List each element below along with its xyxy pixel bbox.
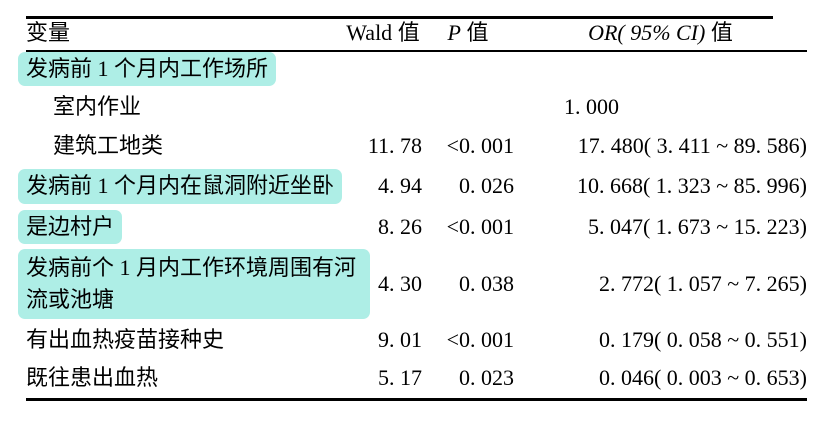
cell-variable: 发病前 1 个月内在鼠洞附近坐卧 — [18, 166, 344, 207]
cell-p: <0. 001 — [446, 132, 514, 158]
cell-or — [514, 50, 807, 88]
cell-or: 1. 000 — [564, 93, 619, 119]
col-header-variable-label: 变量 — [26, 20, 71, 46]
cell-p: <0. 001 — [446, 213, 514, 239]
cell-p: 0. 026 — [459, 173, 514, 199]
cell-variable: 建筑工地类 — [26, 126, 344, 166]
cell-p: <0. 001 — [446, 327, 514, 353]
cell-or: 17. 480( 3. 411 ~ 89. 586) — [577, 132, 807, 158]
or-cn: 值 — [710, 20, 733, 46]
highlighted-variable: 发病前个 1 月内工作环境周围有河流或池塘 — [18, 249, 370, 319]
table-row: 建筑工地类 11. 78 <0. 001 17. 480( 3. 411 ~ 8… — [26, 126, 807, 166]
cell-variable: 是边村户 — [18, 207, 344, 247]
table-row: 室内作业 1. 000 — [26, 88, 807, 126]
cell-p — [422, 50, 514, 88]
table-top-rule — [26, 16, 773, 19]
cell-wald: 9. 01 — [378, 327, 422, 353]
wald-latin: Wald — [346, 20, 393, 46]
wald-cn: 值 — [397, 20, 420, 46]
col-header-variable: 变量 — [26, 17, 344, 50]
cell-or: 2. 772( 1. 057 ~ 7. 265) — [598, 270, 807, 296]
table-bottom-rule — [26, 398, 807, 401]
cell-wald — [344, 50, 422, 88]
cell-or: 0. 046( 0. 003 ~ 0. 653) — [598, 364, 807, 390]
cell-wald — [344, 88, 422, 126]
cell-p: 0. 023 — [459, 364, 514, 390]
table-header-rule — [26, 50, 807, 52]
cell-variable: 有出血热疫苗接种史 — [26, 321, 344, 360]
or-latin: OR( 95% CI) — [588, 20, 706, 46]
variable-label: 有出血热疫苗接种史 — [26, 327, 225, 353]
cell-wald: 5. 17 — [378, 364, 422, 390]
variable-label: 既往患出血热 — [26, 364, 159, 390]
cell-or: 10. 668( 1. 323 ~ 85. 996) — [576, 173, 807, 199]
logistic-regression-table: 变量 Wald 值 P 值 OR( 95% CI) 值 发病前 1 个月内工作场… — [18, 17, 807, 396]
cell-variable: 发病前 1 个月内工作场所 — [18, 50, 344, 88]
p-cn: 值 — [466, 20, 489, 46]
cell-or: 5. 047( 1. 673 ~ 15. 223) — [587, 213, 807, 239]
highlighted-variable: 发病前 1 个月内工作场所 — [18, 51, 277, 87]
table-row: 是边村户 8. 26 <0. 001 5. 047( 1. 673 ~ 15. … — [18, 207, 807, 247]
cell-or: 0. 179( 0. 058 ~ 0. 551) — [598, 327, 807, 353]
cell-wald: 4. 30 — [378, 270, 422, 296]
table-header-row: 变量 Wald 值 P 值 OR( 95% CI) 值 — [26, 17, 807, 50]
table-row: 发病前 1 个月内工作场所 — [18, 50, 807, 88]
cell-variable: 发病前个 1 月内工作环境周围有河流或池塘 — [18, 247, 370, 321]
table-row: 发病前 1 个月内在鼠洞附近坐卧 4. 94 0. 026 10. 668( 1… — [18, 166, 807, 207]
table-row: 发病前个 1 月内工作环境周围有河流或池塘 4. 30 0. 038 2. 77… — [18, 247, 807, 321]
col-header-p: P 值 — [422, 17, 514, 50]
variable-label: 建筑工地类 — [53, 132, 164, 158]
table-row: 有出血热疫苗接种史 9. 01 <0. 001 0. 179( 0. 058 ~… — [26, 321, 807, 360]
cell-variable: 既往患出血热 — [26, 360, 344, 396]
p-latin: P — [447, 20, 461, 46]
highlighted-variable: 是边村户 — [18, 209, 123, 245]
cell-p: 0. 038 — [459, 270, 514, 296]
col-header-wald: Wald 值 — [344, 17, 422, 50]
col-header-or: OR( 95% CI) 值 — [514, 17, 807, 50]
cell-wald: 8. 26 — [378, 213, 422, 239]
cell-p — [422, 88, 514, 126]
variable-label: 室内作业 — [53, 93, 142, 119]
cell-wald: 11. 78 — [367, 132, 422, 158]
cell-variable: 室内作业 — [26, 88, 344, 126]
table-row: 既往患出血热 5. 17 0. 023 0. 046( 0. 003 ~ 0. … — [26, 360, 807, 396]
highlighted-variable: 发病前 1 个月内在鼠洞附近坐卧 — [18, 169, 343, 204]
cell-wald: 4. 94 — [378, 173, 422, 199]
